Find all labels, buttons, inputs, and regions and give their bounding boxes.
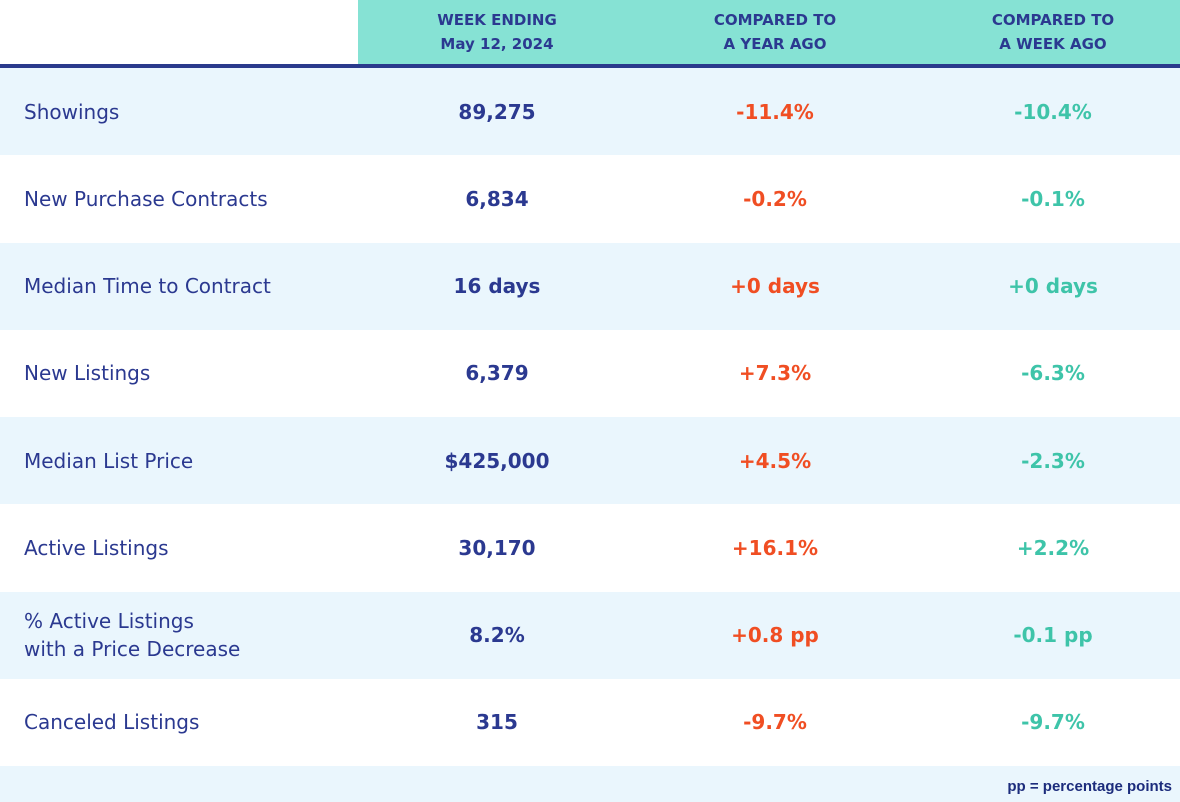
label-line: Active Listings [24,535,169,560]
table-row: Median Time to Contract 16 days +0 days +0 … [0,242,1180,330]
row-label: Median List Price [24,417,354,504]
row-label: New Purchase Contracts [24,155,354,242]
table-row: % Active Listings with a Price Decrease 8.… [0,591,1180,679]
year-change: +0 days [730,274,820,298]
current-value: 6,379 [465,361,529,386]
current-value: 8.2% [469,623,525,647]
label-line: Median List Price [24,448,194,473]
year-change: +0.8 pp [731,623,819,647]
week-change: +0 days [1008,274,1098,298]
header-rule [0,64,1180,68]
column-header: WEEK ENDING May 12, 2024 [377,8,617,56]
header-line: COMPARED TO [713,11,837,29]
label-line: with a Price Decrease [24,637,241,661]
week-change: -10.4% [1014,99,1092,124]
year-change: +16.1% [731,535,819,560]
row-label: New Listings [24,330,354,417]
footer-band [0,766,1180,802]
label-line: Showings [24,99,120,124]
current-value: 89,275 [458,99,536,124]
table-row: New Listings 6,379 +7.3% -6.3% [0,330,1180,417]
footnote: pp = percentage points [1007,778,1172,795]
current-value: $425,000 [444,448,550,473]
column-header: COMPARED TO A WEEK AGO [933,8,1173,56]
label-line: % Active Listings [24,609,194,633]
header-line: A YEAR AGO [723,35,827,53]
year-change: -11.4% [736,99,814,124]
column-header: COMPARED TO A YEAR AGO [655,8,895,56]
week-change: -2.3% [1021,448,1085,473]
label-line: New Purchase Contracts [24,186,268,211]
table-row: Showings 89,275 -11.4% -10.4% [0,68,1180,155]
week-change: -6.3% [1021,361,1085,386]
header-line: May 12, 2024 [440,35,554,53]
label-line: Median Time to Contract [24,274,271,298]
row-label: Canceled Listings [24,679,354,766]
current-value: 6,834 [465,186,529,211]
current-value: 16 days [453,274,541,298]
row-label: Active Listings [24,504,354,591]
table-row: Canceled Listings 315 -9.7% -9.7% [0,679,1180,766]
year-change: +7.3% [738,361,812,386]
week-change: +2.2% [1016,535,1090,560]
table-row: New Purchase Contracts 6,834 -0.2% -0.1% [0,155,1180,242]
label-line: Canceled Listings [24,710,200,735]
label-line: New Listings [24,361,151,386]
header-line: WEEK ENDING [437,11,557,29]
table-row: Active Listings 30,170 +16.1% +2.2% [0,504,1180,591]
header-band [358,0,1180,64]
year-change: -0.2% [743,186,807,211]
row-label: % Active Listings with a Price Decrease [24,592,354,679]
current-value: 30,170 [458,535,536,560]
week-change: -9.7% [1021,710,1085,735]
year-change: +4.5% [738,448,812,473]
table-row: Median List Price $425,000 +4.5% -2.3% [0,417,1180,504]
week-change: -0.1 pp [1013,623,1093,647]
row-label: Showings [24,68,354,155]
week-change: -0.1% [1021,186,1085,211]
header-line: COMPARED TO [991,11,1115,29]
current-value: 315 [476,710,518,735]
header-line: A WEEK AGO [999,35,1107,53]
row-label: Median Time to Contract [24,243,354,330]
year-change: -9.7% [743,710,807,735]
